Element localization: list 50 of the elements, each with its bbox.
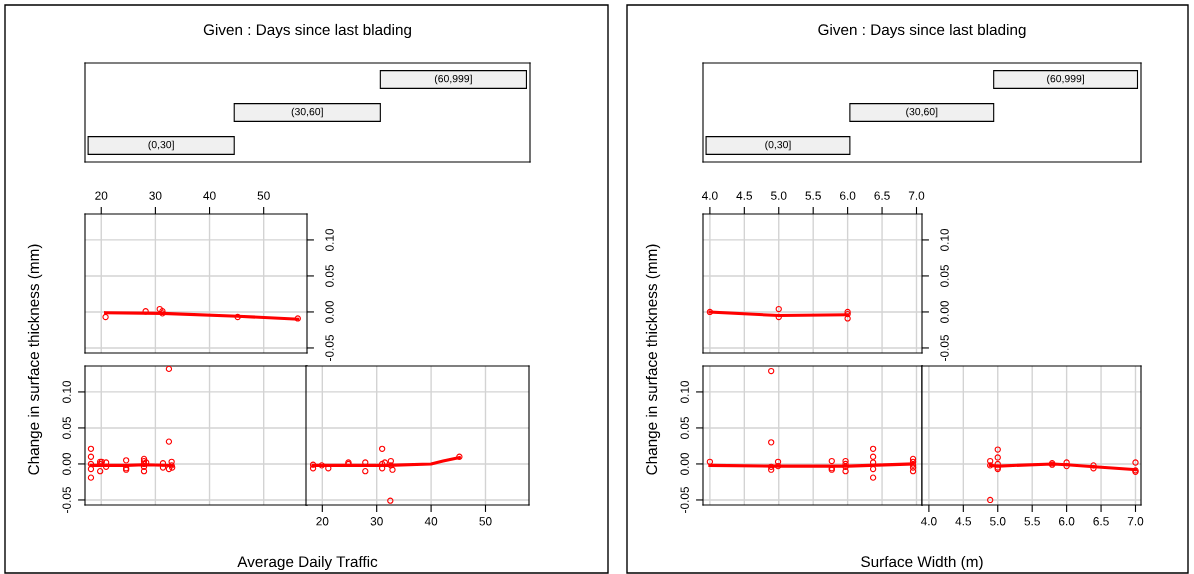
x-axis-title: Surface Width (m) [861,555,983,571]
x-axis-title: Average Daily Traffic [237,555,378,571]
y-tick-label: 0.10 [62,380,71,403]
text: Given : Days since last blading [203,23,411,39]
x-tick-label: 40 [203,191,216,200]
x-tick-label: 7.0 [908,191,925,200]
category-label: (60,999] [1047,74,1084,85]
category-label: (30,60] [291,107,323,118]
y-tick-label: -0.05 [940,335,949,361]
y-tick-label: 0.00 [940,300,949,323]
x-tick-label: 50 [257,191,270,200]
y-tick-label: -0.05 [680,487,689,513]
x-tick-label: 20 [95,191,108,200]
category-label: (0,30] [148,140,174,151]
category-label: (60,999] [434,74,472,85]
y-tick-label: -0.05 [62,487,71,513]
x-tick-label: 4.0 [701,191,718,200]
x-tick-label: 6.5 [874,191,890,200]
y-axis-title: Change in surface thickness (mm) [27,244,43,475]
y-tick-label: 0.10 [940,228,949,251]
y-tick-label: 0.00 [680,452,689,475]
x-tick-label: 4.5 [736,191,753,200]
y-tick-label: -0.05 [325,335,334,361]
y-axis-title: Change in surface thickness (mm) [645,244,661,475]
x-tick-label: 7.0 [1127,517,1144,526]
y-tick-label: 0.05 [680,416,689,439]
y-tick-label: 0.10 [680,380,689,403]
x-tick-label: 5.5 [1024,517,1040,526]
y-tick-label: 0.10 [325,228,334,251]
category-label: (30,60] [906,107,938,118]
y-tick-label: 0.05 [940,264,949,287]
y-tick-label: 0.00 [62,452,71,475]
x-tick-label: 30 [149,191,162,200]
x-tick-label: 50 [479,517,492,526]
text: Given : Days since last blading [818,23,1026,39]
x-tick-label: 40 [424,517,438,526]
y-tick-label: 0.05 [325,264,334,287]
x-tick-label: 6.0 [1059,517,1075,526]
x-tick-label: 4.0 [920,517,937,526]
category-label: (0,30] [765,140,791,151]
x-tick-label: 20 [316,517,329,526]
x-tick-label: 4.5 [955,517,972,526]
y-tick-label: 0.00 [325,300,334,323]
y-tick-label: 0.05 [62,416,71,439]
x-tick-label: 5.0 [990,517,1006,526]
x-tick-label: 30 [370,517,383,526]
x-tick-label: 5.0 [771,191,787,200]
x-tick-label: 6.5 [1093,517,1109,526]
x-tick-label: 6.0 [840,191,856,200]
x-tick-label: 5.5 [805,191,821,200]
